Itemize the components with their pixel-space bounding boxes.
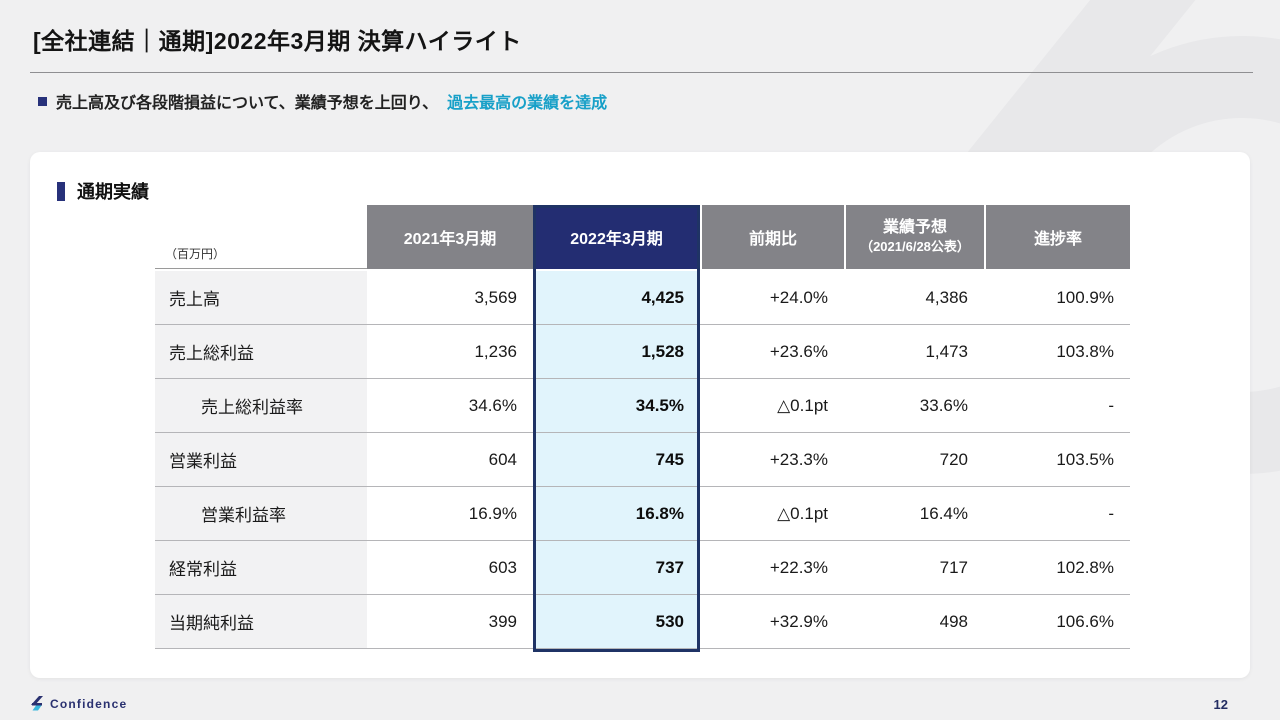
bullet-text: 売上高及び各段階損益について、業績予想を上回り、 (56, 95, 439, 112)
cell-fy2022: 16.8% (533, 487, 700, 540)
row-label: 営業利益 (155, 433, 367, 486)
column-header-label: （百万円） (155, 205, 367, 269)
cell-fy2021: 399 (488, 611, 517, 631)
row-label: 経常利益 (155, 541, 367, 594)
cell-progress: - (1108, 503, 1114, 523)
forecast-header-line2: （2021/6/28公表） (860, 238, 970, 254)
column-header-progress: 進捗率 (984, 205, 1130, 269)
table-row: 売上総利益 1,236 1,528 +23.6% 1,473 103.8% (155, 325, 1130, 379)
row-label: 売上総利益率 (155, 379, 367, 432)
cell-fy2022: 4,425 (533, 271, 700, 324)
cell-progress: 100.9% (1056, 287, 1114, 307)
cell-fy2022: 530 (533, 595, 700, 648)
title-divider (30, 72, 1253, 73)
column-header-yoy: 前期比 (700, 205, 844, 269)
table-body: 売上高 3,569 4,425 +24.0% 4,386 100.9% 売上総利… (155, 271, 1130, 649)
cell-progress: 103.8% (1056, 341, 1114, 361)
section-title: 通期実績 (77, 182, 149, 202)
cell-progress: 106.6% (1056, 611, 1114, 631)
table-row: 売上総利益率 34.6% 34.5% △0.1pt 33.6% - (155, 379, 1130, 433)
cell-yoy: △0.1pt (777, 503, 828, 523)
row-label: 売上高 (155, 271, 367, 324)
unit-label: （百万円） (165, 247, 226, 261)
forecast-header-line1: 業績予想 (882, 219, 947, 237)
cell-fy2022: 1,528 (533, 325, 700, 378)
page-title: [全社連結｜通期]2022年3月期 決算ハイライト (33, 28, 522, 54)
cell-progress: - (1108, 395, 1114, 415)
table-header-row: （百万円） 2021年3月期 2022年3月期 前期比 業績予想 （2021/6… (155, 205, 1130, 269)
section-marker-icon (57, 181, 65, 201)
cell-yoy: +23.6% (769, 341, 828, 361)
cell-progress: 102.8% (1056, 557, 1114, 577)
cell-fy2022: 737 (533, 541, 700, 594)
cell-fy2021: 604 (488, 449, 517, 469)
cell-forecast: 33.6% (919, 395, 968, 415)
bullet-emphasis-text: 過去最高の業績を達成 (447, 95, 608, 112)
row-label: 当期純利益 (155, 595, 367, 648)
cell-forecast: 16.4% (919, 503, 968, 523)
cell-forecast: 717 (939, 557, 968, 577)
table-row: 売上高 3,569 4,425 +24.0% 4,386 100.9% (155, 271, 1130, 325)
table-row: 営業利益率 16.9% 16.8% △0.1pt 16.4% - (155, 487, 1130, 541)
table-row: 当期純利益 399 530 +32.9% 498 106.6% (155, 595, 1130, 649)
cell-yoy: +22.3% (769, 557, 828, 577)
cell-fy2021: 603 (488, 557, 517, 577)
cell-fy2021: 16.9% (468, 503, 517, 523)
column-header-fy2021: 2021年3月期 (367, 205, 533, 269)
section-header: 通期実績 (57, 178, 149, 204)
row-label: 営業利益率 (155, 487, 367, 540)
row-label: 売上総利益 (155, 325, 367, 378)
cell-fy2021: 34.6% (468, 395, 517, 415)
table-row: 経常利益 603 737 +22.3% 717 102.8% (155, 541, 1130, 595)
bullet-square-icon (38, 96, 47, 106)
cell-progress: 103.5% (1056, 449, 1114, 469)
brand-logo-text: Confidence (50, 696, 128, 711)
cell-forecast: 720 (939, 449, 968, 469)
cell-yoy: +24.0% (769, 287, 828, 307)
highlight-bullet: 売上高及び各段階損益について、業績予想を上回り、 過去最高の業績を達成 (38, 89, 607, 113)
results-table: （百万円） 2021年3月期 2022年3月期 前期比 業績予想 （2021/6… (155, 205, 1130, 652)
cell-fy2021: 1,236 (474, 341, 517, 361)
brand-logo-icon (31, 696, 43, 711)
cell-forecast: 1,473 (925, 341, 968, 361)
cell-yoy: +23.3% (769, 449, 828, 469)
cell-fy2021: 3,569 (474, 287, 517, 307)
cell-forecast: 4,386 (925, 287, 968, 307)
table-row: 営業利益 604 745 +23.3% 720 103.5% (155, 433, 1130, 487)
cell-fy2022: 34.5% (533, 379, 700, 432)
cell-yoy: △0.1pt (777, 395, 828, 415)
results-card: 通期実績 （百万円） 2021年3月期 2022年3月期 前期比 業績予想 （2… (30, 152, 1250, 678)
cell-yoy: +32.9% (769, 611, 828, 631)
cell-fy2022: 745 (533, 433, 700, 486)
column-header-fy2022: 2022年3月期 (533, 205, 700, 269)
cell-forecast: 498 (939, 611, 968, 631)
page-number: 12 (1213, 697, 1228, 712)
column-header-forecast: 業績予想 （2021/6/28公表） (844, 205, 984, 269)
brand-logo: Confidence (28, 696, 127, 711)
